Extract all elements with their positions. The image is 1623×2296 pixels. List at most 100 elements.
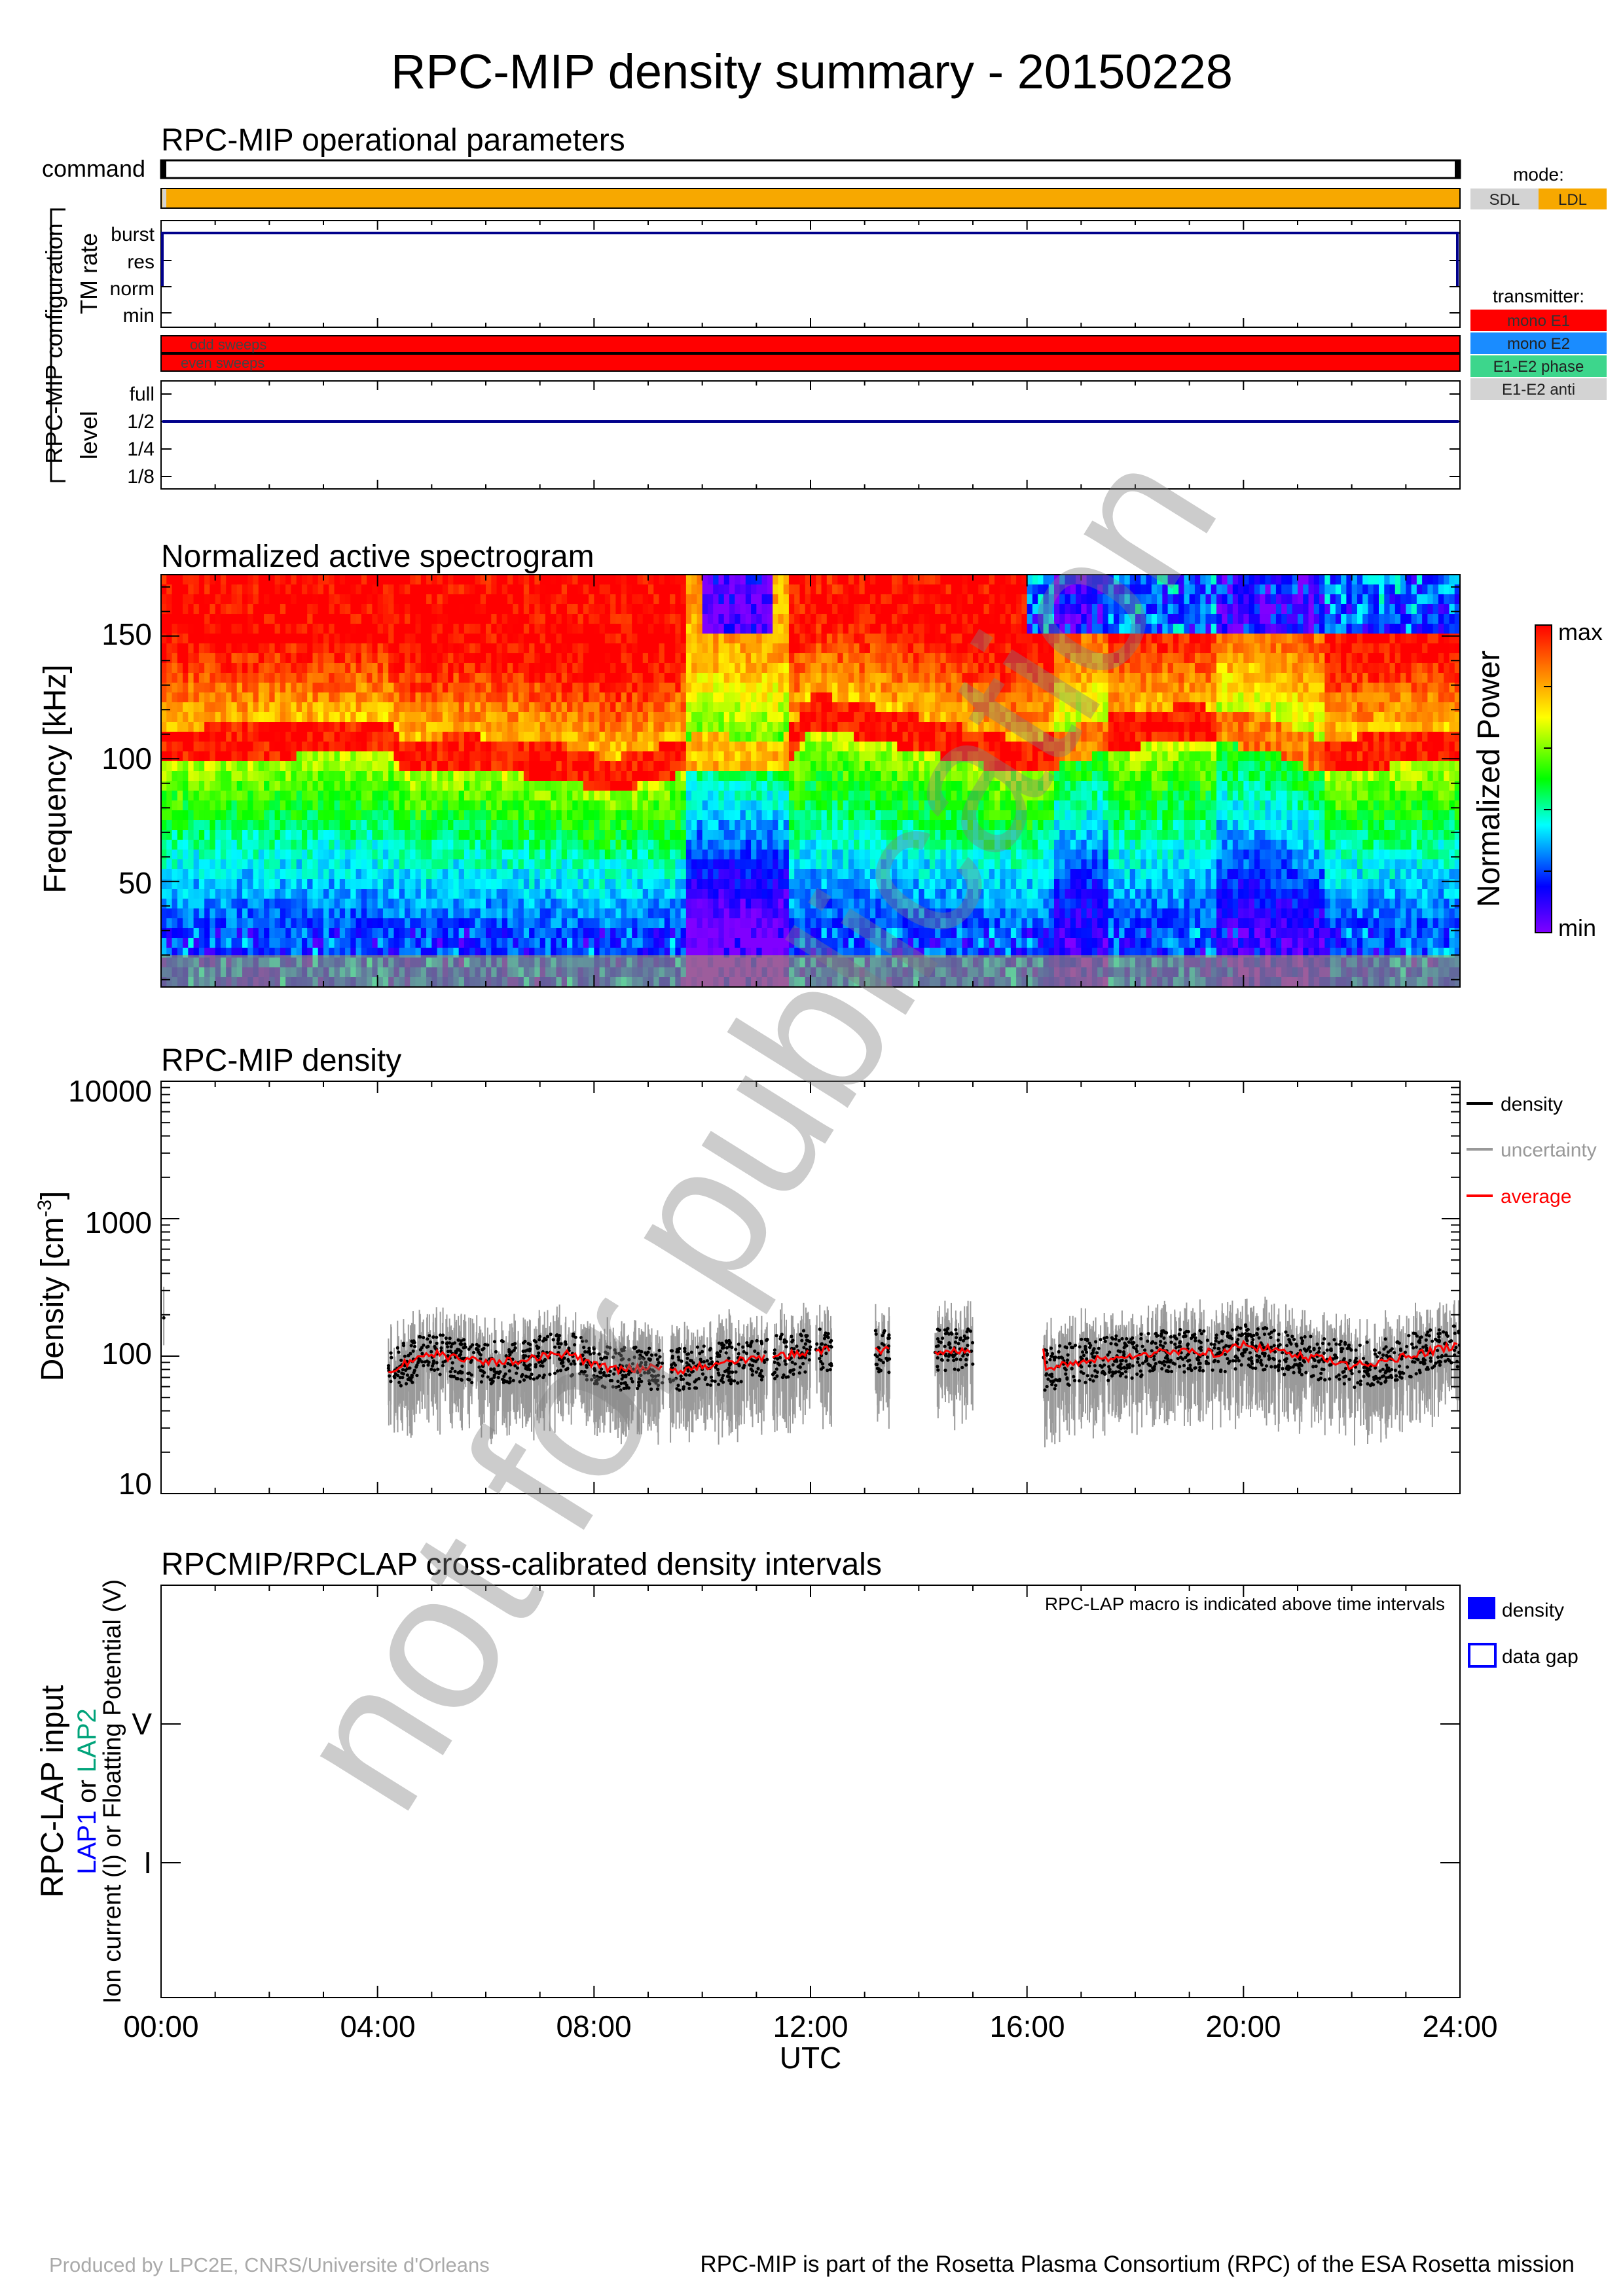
spectrogram-cell bbox=[680, 702, 687, 713]
spectrogram-cell bbox=[632, 594, 638, 605]
spectrogram-cell bbox=[496, 800, 503, 811]
spectrogram-cell bbox=[388, 840, 395, 850]
spectrogram-cell bbox=[713, 948, 720, 958]
spectrogram-cell bbox=[659, 702, 665, 713]
spectrogram-cell bbox=[567, 673, 573, 683]
spectrogram-cell bbox=[367, 742, 373, 752]
spectrogram-cell bbox=[426, 791, 432, 801]
spectrogram-cell bbox=[664, 908, 670, 919]
spectrogram-cell bbox=[372, 673, 378, 683]
spectrogram-cell bbox=[507, 859, 513, 870]
spectrogram-cell bbox=[670, 604, 676, 615]
spectrogram-cell bbox=[339, 791, 346, 801]
spectrogram-cell bbox=[453, 761, 460, 772]
spectrogram-cell bbox=[648, 859, 654, 870]
spectrogram-cell bbox=[615, 751, 622, 762]
spectrogram-cell bbox=[529, 614, 535, 624]
spectrogram-cell bbox=[670, 859, 676, 870]
spectrogram-cell bbox=[350, 604, 357, 615]
spectrogram-cell bbox=[756, 859, 763, 870]
spectrogram-cell bbox=[307, 889, 314, 899]
spectrogram-cell bbox=[329, 712, 335, 723]
spectrogram-cell bbox=[210, 791, 216, 801]
spectrogram-cell bbox=[193, 840, 200, 850]
spectrogram-cell bbox=[610, 948, 616, 958]
spectrogram-cell bbox=[345, 692, 351, 703]
spectrogram-cell bbox=[675, 899, 682, 909]
spectrogram-cell bbox=[177, 673, 183, 683]
spectrogram-cell bbox=[382, 850, 389, 860]
spectrogram-cell bbox=[253, 575, 259, 585]
spectrogram-cell bbox=[523, 742, 530, 752]
spectrogram-cell bbox=[388, 830, 395, 840]
spectrogram-cell bbox=[415, 879, 422, 889]
spectrogram-cell bbox=[431, 722, 438, 732]
spectrogram-cell bbox=[318, 712, 324, 723]
spectrogram-cell bbox=[166, 820, 173, 831]
spectrogram-cell bbox=[166, 800, 173, 811]
tx-legend-e2 bbox=[1470, 332, 1607, 354]
spectrogram-cell bbox=[301, 820, 308, 831]
spectrogram-cell bbox=[291, 722, 297, 732]
spectrogram-cell bbox=[350, 800, 357, 811]
spectrogram-cell bbox=[280, 830, 286, 840]
spectrogram-cell bbox=[583, 800, 589, 811]
spectrogram-cell bbox=[475, 692, 481, 703]
spectrogram-cell bbox=[599, 575, 606, 585]
spectrogram-cell bbox=[350, 820, 357, 831]
spectrogram-cell bbox=[783, 899, 790, 909]
spectrogram-cell bbox=[729, 771, 735, 781]
spectrogram-cell bbox=[236, 624, 243, 634]
spectrogram-cell bbox=[637, 781, 644, 791]
spectrogram-cell bbox=[339, 584, 346, 595]
spectrogram-cell bbox=[393, 791, 400, 801]
spectrogram-cell bbox=[393, 604, 400, 615]
spectrogram-cell bbox=[312, 899, 319, 909]
spectrogram-cell bbox=[264, 879, 270, 889]
spectrogram-cell bbox=[166, 732, 173, 742]
spectrogram-cell bbox=[761, 575, 768, 585]
spectrogram-cell bbox=[339, 899, 346, 909]
spectrogram-cell bbox=[382, 604, 389, 615]
spectrogram-cell bbox=[740, 928, 746, 939]
spectrogram-cell bbox=[350, 869, 357, 880]
spectrogram-cell bbox=[210, 634, 216, 644]
spectrogram-cell bbox=[183, 850, 189, 860]
spectrogram-cell bbox=[269, 634, 276, 644]
spectrogram-cell bbox=[745, 830, 752, 840]
spectrogram-cell bbox=[161, 683, 167, 693]
spectrogram-cell bbox=[788, 702, 795, 713]
spectrogram-cell bbox=[382, 732, 389, 742]
spectrogram-cell bbox=[372, 692, 378, 703]
spectrogram-cell bbox=[274, 899, 281, 909]
spectrogram-cell bbox=[491, 800, 498, 811]
spectrogram-cell bbox=[539, 643, 546, 654]
spectrogram-cell bbox=[632, 859, 638, 870]
spectrogram-cell bbox=[405, 899, 410, 909]
spectrogram-cell bbox=[626, 575, 632, 585]
spectrogram-cell bbox=[589, 584, 594, 595]
spectrogram-cell bbox=[523, 722, 530, 732]
spectrogram-cell bbox=[269, 604, 276, 615]
spectrogram-cell bbox=[285, 850, 291, 860]
spectrogram-cell bbox=[664, 850, 670, 860]
spectrogram-cell bbox=[664, 732, 670, 742]
spectrogram-cell bbox=[604, 800, 611, 811]
spectrogram-cell bbox=[183, 575, 189, 585]
spectrogram-cell bbox=[361, 742, 367, 752]
spectrogram-cell bbox=[545, 918, 551, 929]
spectrogram-cell bbox=[691, 830, 697, 840]
spectrogram-cell bbox=[161, 673, 167, 683]
spectrogram-cell bbox=[486, 879, 492, 889]
spectrogram-cell bbox=[274, 624, 281, 634]
spectrogram-cell bbox=[420, 781, 427, 791]
spectrogram-cell bbox=[469, 742, 476, 752]
spectrogram-cell bbox=[372, 604, 378, 615]
spectrogram-cell bbox=[236, 820, 243, 831]
spectrogram-cell bbox=[236, 830, 243, 840]
spectrogram-cell bbox=[480, 830, 486, 840]
spectrogram-cell bbox=[648, 948, 654, 958]
spectrogram-cell bbox=[745, 800, 752, 811]
spectrogram-cell bbox=[767, 663, 773, 673]
spectrogram-cell bbox=[556, 948, 562, 958]
